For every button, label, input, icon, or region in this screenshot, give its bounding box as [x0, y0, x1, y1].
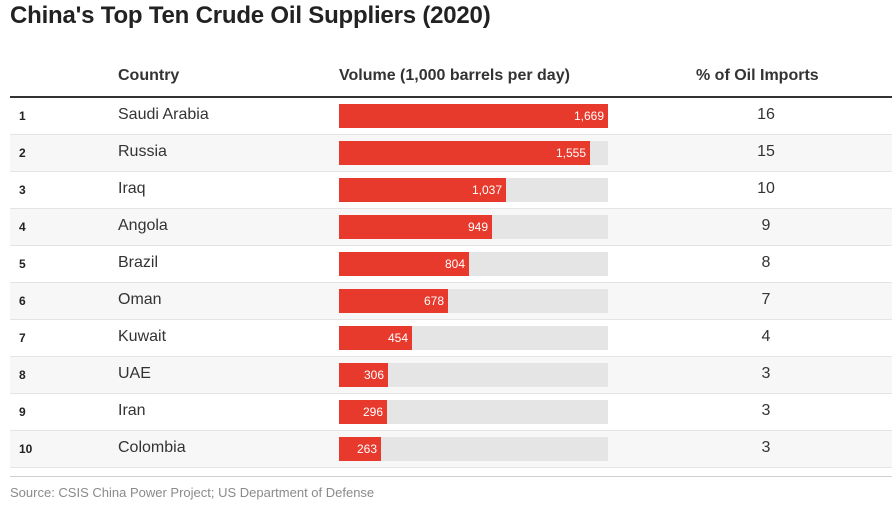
volume-bar: 804: [339, 252, 469, 276]
rank-cell: 2: [19, 146, 26, 160]
volume-bar-track: 306: [339, 363, 608, 387]
volume-value-label: 306: [363, 368, 384, 382]
country-cell: Brazil: [118, 254, 159, 271]
volume-bar: 296: [339, 400, 387, 424]
percent-cell: 4: [761, 328, 771, 345]
percent-cell: 9: [761, 217, 771, 234]
table-row: 3 Iraq 1,037 10: [10, 172, 892, 209]
volume-bar-track: 263: [339, 437, 608, 461]
volume-bar-track: 296: [339, 400, 608, 424]
volume-value-label: 804: [444, 257, 465, 271]
country-cell: Saudi Arabia: [118, 106, 209, 123]
volume-bar: 263: [339, 437, 381, 461]
volume-value-label: 296: [362, 405, 383, 419]
chart-title: China's Top Ten Crude Oil Suppliers (202…: [10, 2, 491, 29]
volume-bar-track: 1,037: [339, 178, 608, 202]
country-cell: UAE: [118, 365, 151, 382]
percent-cell: 3: [761, 365, 771, 382]
rank-cell: 9: [19, 405, 26, 419]
volume-value-label: 263: [356, 442, 377, 456]
percent-cell: 16: [757, 106, 775, 123]
volume-bar-track: 804: [339, 252, 608, 276]
volume-bar: 1,037: [339, 178, 506, 202]
rank-cell: 1: [19, 109, 26, 123]
volume-bar-track: 454: [339, 326, 608, 350]
volume-value-label: 1,037: [471, 183, 502, 197]
table-row: 10 Colombia 263 3: [10, 431, 892, 468]
rank-cell: 6: [19, 294, 26, 308]
table-row: 8 UAE 306 3: [10, 357, 892, 394]
table-body: 1 Saudi Arabia 1,669 16 2 Russia 1,555 15 3 Iraq 1…: [10, 98, 892, 468]
volume-bar-track: 1,669: [339, 104, 608, 128]
rank-cell: 7: [19, 331, 26, 345]
volume-value-label: 1,555: [555, 146, 586, 160]
percent-cell: 3: [761, 402, 771, 419]
country-cell: Colombia: [118, 439, 186, 456]
column-header-percent: % of Oil Imports: [696, 67, 819, 84]
country-cell: Oman: [118, 291, 162, 308]
volume-value-label: 1,669: [573, 109, 604, 123]
percent-cell: 3: [761, 439, 771, 456]
percent-cell: 15: [757, 143, 775, 160]
volume-bar-track: 949: [339, 215, 608, 239]
table-row: 9 Iran 296 3: [10, 394, 892, 431]
volume-bar: 306: [339, 363, 388, 387]
volume-bar: 678: [339, 289, 448, 313]
country-cell: Iraq: [118, 180, 146, 197]
rank-cell: 4: [19, 220, 26, 234]
country-cell: Iran: [118, 402, 146, 419]
footer-divider: [10, 476, 892, 477]
table-row: 5 Brazil 804 8: [10, 246, 892, 283]
rank-cell: 5: [19, 257, 26, 271]
percent-cell: 8: [761, 254, 771, 271]
volume-value-label: 949: [467, 220, 488, 234]
table-row: 1 Saudi Arabia 1,669 16: [10, 98, 892, 135]
volume-value-label: 678: [423, 294, 444, 308]
supplier-table: Country Volume (1,000 barrels per day) %…: [10, 58, 892, 468]
volume-bar-track: 1,555: [339, 141, 608, 165]
country-cell: Russia: [118, 143, 167, 160]
volume-bar: 454: [339, 326, 412, 350]
rank-cell: 10: [19, 442, 33, 456]
rank-cell: 3: [19, 183, 26, 197]
volume-bar-track: 678: [339, 289, 608, 313]
country-cell: Kuwait: [118, 328, 167, 345]
table-row: 2 Russia 1,555 15: [10, 135, 892, 172]
volume-bar: 1,555: [339, 141, 590, 165]
table-row: 6 Oman 678 7: [10, 283, 892, 320]
table-row: 4 Angola 949 9: [10, 209, 892, 246]
volume-value-label: 454: [387, 331, 408, 345]
column-header-volume: Volume (1,000 barrels per day): [339, 67, 570, 84]
table-row: 7 Kuwait 454 4: [10, 320, 892, 357]
volume-bar: 949: [339, 215, 492, 239]
volume-bar: 1,669: [339, 104, 608, 128]
percent-cell: 7: [761, 291, 771, 308]
source-note: Source: CSIS China Power Project; US Dep…: [10, 485, 375, 500]
table-header: Country Volume (1,000 barrels per day) %…: [10, 58, 892, 98]
percent-cell: 10: [757, 180, 775, 197]
rank-cell: 8: [19, 368, 26, 382]
country-cell: Angola: [118, 217, 168, 234]
column-header-country: Country: [118, 67, 180, 84]
